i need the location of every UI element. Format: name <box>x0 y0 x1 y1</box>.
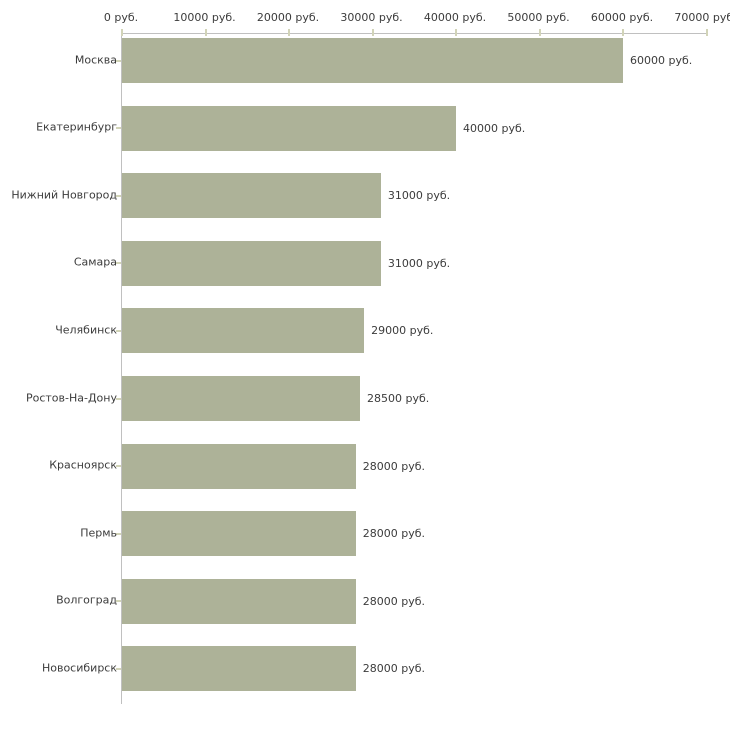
bar-value-label: 29000 руб. <box>371 324 434 338</box>
x-axis-tick-label: 70000 руб. <box>674 11 730 24</box>
category-label: Новосибирск <box>41 661 117 675</box>
category-tick <box>116 262 121 265</box>
x-axis-tick <box>288 29 290 36</box>
bar-row: 29000 руб. <box>122 308 434 354</box>
bar-row: 40000 руб. <box>122 105 526 151</box>
bar <box>122 38 623 83</box>
x-axis-tick-label: 10000 руб. <box>173 11 236 24</box>
x-axis-tick-label: 30000 руб. <box>340 11 403 24</box>
bar-row: 31000 руб. <box>122 173 451 219</box>
bar-row: 28000 руб. <box>122 646 426 692</box>
category-label: Пермь <box>80 526 117 540</box>
bar-row: 28000 руб. <box>122 578 426 624</box>
x-axis-tick-label: 20000 руб. <box>256 11 320 24</box>
category-tick <box>116 667 121 670</box>
category-label: Волгоград <box>56 593 117 607</box>
category-label: Екатеринбург <box>36 120 117 134</box>
bar <box>122 173 381 219</box>
bar-row: 28000 руб. <box>122 511 426 557</box>
category-tick <box>116 532 121 535</box>
category-label: Москва <box>74 53 117 66</box>
x-axis-tick <box>204 29 207 36</box>
category-label: Ростов-На-Дону <box>25 391 117 404</box>
bar-value-label: 31000 руб. <box>387 189 451 203</box>
category-tick <box>116 194 121 197</box>
x-axis-tick <box>121 29 123 36</box>
bar-value-label: 40000 руб. <box>463 121 526 135</box>
category-label: Нижний Новгород <box>11 188 117 202</box>
bar-row: 60000 руб. <box>122 38 692 83</box>
bar <box>122 443 356 489</box>
x-axis-tick-labels: 0 руб. 10000 руб. 20000 руб. 30000 руб. 4000… <box>0 11 730 25</box>
x-axis-tick <box>622 29 624 36</box>
bar-row: 28000 руб. <box>122 443 426 489</box>
bar-value-label: 28000 руб. <box>362 662 426 676</box>
x-axis-tick-label: 60000 руб. <box>590 11 654 24</box>
category-tick <box>116 127 121 130</box>
bar <box>122 308 365 354</box>
plot-area: 60000 руб. 40000 руб. 31000 руб. 31000 руб.… <box>116 29 708 704</box>
x-axis-tick <box>371 29 374 36</box>
bar <box>122 511 356 557</box>
x-axis-tick <box>538 29 541 36</box>
bar-row: 28500 руб. <box>122 376 429 421</box>
category-label: Самара <box>73 255 117 269</box>
bar <box>122 240 381 286</box>
category-tick <box>116 329 121 332</box>
category-tick <box>116 397 121 400</box>
category-labels: Москва Екатеринбург Нижний Новгород Самара Ч… <box>0 33 117 703</box>
bar <box>122 578 356 624</box>
bar <box>122 376 360 421</box>
x-axis-tick <box>705 29 708 36</box>
x-axis-tick-label: 0 руб. <box>103 11 139 24</box>
bar-value-label: 60000 руб. <box>630 54 693 67</box>
x-axis-tick-label: 50000 руб. <box>507 11 570 24</box>
bar <box>122 105 456 151</box>
category-tick <box>116 59 121 62</box>
bar-row: 31000 руб. <box>122 240 451 286</box>
category-tick <box>116 465 121 468</box>
category-label: Челябинск <box>55 323 117 337</box>
x-axis-tick <box>455 29 457 36</box>
bar-value-label: 28000 руб. <box>362 527 426 541</box>
x-axis-tick-label: 40000 руб. <box>423 11 487 24</box>
bar <box>122 646 356 692</box>
bar-value-label: 28500 руб. <box>366 392 430 405</box>
bar-value-label: 31000 руб. <box>387 256 451 270</box>
bar-value-label: 28000 руб. <box>362 459 426 473</box>
bar-value-label: 28000 руб. <box>362 594 426 608</box>
category-tick <box>116 600 121 603</box>
category-label: Красноярск <box>49 458 117 472</box>
